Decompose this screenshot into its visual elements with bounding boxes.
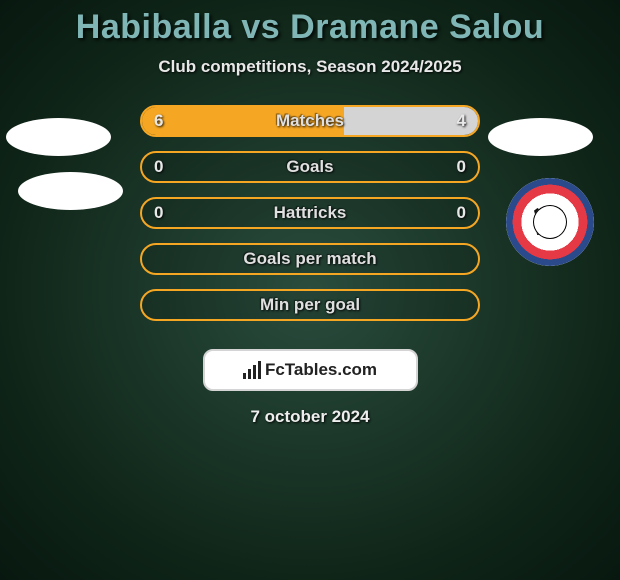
stat-right-value: 0 <box>457 157 466 177</box>
stat-row: 0 0 Goals <box>140 151 480 183</box>
stat-left-value: 6 <box>154 111 163 131</box>
stat-row: 6 4 Matches <box>140 105 480 137</box>
stat-label: Hattricks <box>274 203 347 223</box>
player-left-avatar-1 <box>6 118 111 156</box>
stat-right-value: 4 <box>457 111 466 131</box>
stat-row: 0 0 Hattricks <box>140 197 480 229</box>
footer-site-box: FcTables.com <box>203 349 418 391</box>
stat-left-value: 0 <box>154 203 163 223</box>
player-right-avatar-1 <box>488 118 593 156</box>
subtitle: Club competitions, Season 2024/2025 <box>158 57 461 77</box>
stat-right-value: 0 <box>457 203 466 223</box>
stat-row: Goals per match <box>140 243 480 275</box>
stats-list: 6 4 Matches 0 0 Goals 0 0 Hattricks Goals per mat… <box>140 105 480 335</box>
footer-date: 7 october 2024 <box>250 407 369 427</box>
stat-label: Min per goal <box>260 295 360 315</box>
page-title: Habiballa vs Dramane Salou <box>76 8 544 47</box>
footer-logo-icon <box>243 361 261 379</box>
player-right-club-badge <box>506 178 594 266</box>
footer-site-label: FcTables.com <box>265 360 377 380</box>
stat-row: Min per goal <box>140 289 480 321</box>
stat-label: Goals <box>286 157 333 177</box>
stat-label: Goals per match <box>243 249 376 269</box>
player-left-avatar-2 <box>18 172 123 210</box>
stat-left-value: 0 <box>154 157 163 177</box>
stat-label: Matches <box>276 111 344 131</box>
